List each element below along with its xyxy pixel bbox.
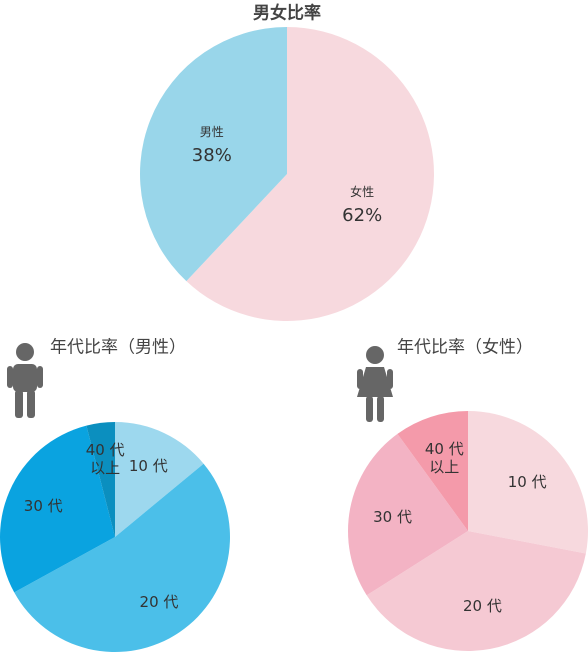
chart-title: 男女比率 — [253, 3, 321, 24]
pie-slice — [86, 422, 115, 537]
pie-slice — [0, 425, 115, 593]
value-label: 38% — [191, 145, 232, 167]
slice-label: 10 代 — [128, 457, 168, 476]
slice-label: 20 代 — [462, 597, 502, 616]
pie-slice — [186, 27, 434, 321]
pie-slice — [140, 26, 287, 282]
value-label: 62% — [342, 204, 383, 226]
slice-label: 女性 — [350, 184, 375, 199]
slice-label: 40 代 以上 — [424, 439, 464, 476]
pie-slice — [366, 531, 586, 652]
pie-slice — [14, 463, 230, 652]
male-icon — [7, 343, 43, 418]
chart-title: 年代比率（男性） — [50, 337, 186, 358]
slice-label: 10 代 — [507, 473, 547, 492]
female-icon — [357, 346, 393, 422]
slice-label: 30 代 — [23, 496, 63, 515]
slice-label: 20 代 — [139, 592, 179, 611]
chart-title: 年代比率（女性） — [397, 337, 533, 358]
pie-slice — [348, 433, 468, 596]
slice-label: 男性 — [199, 125, 224, 140]
slice-label: 30 代 — [373, 507, 412, 526]
pie-slice — [115, 422, 204, 537]
slice-label: 40 代 以上 — [85, 441, 125, 478]
pie-slice — [397, 411, 468, 531]
pie-slice — [468, 411, 588, 554]
